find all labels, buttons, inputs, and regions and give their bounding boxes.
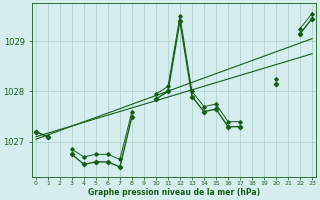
X-axis label: Graphe pression niveau de la mer (hPa): Graphe pression niveau de la mer (hPa) [88,188,260,197]
